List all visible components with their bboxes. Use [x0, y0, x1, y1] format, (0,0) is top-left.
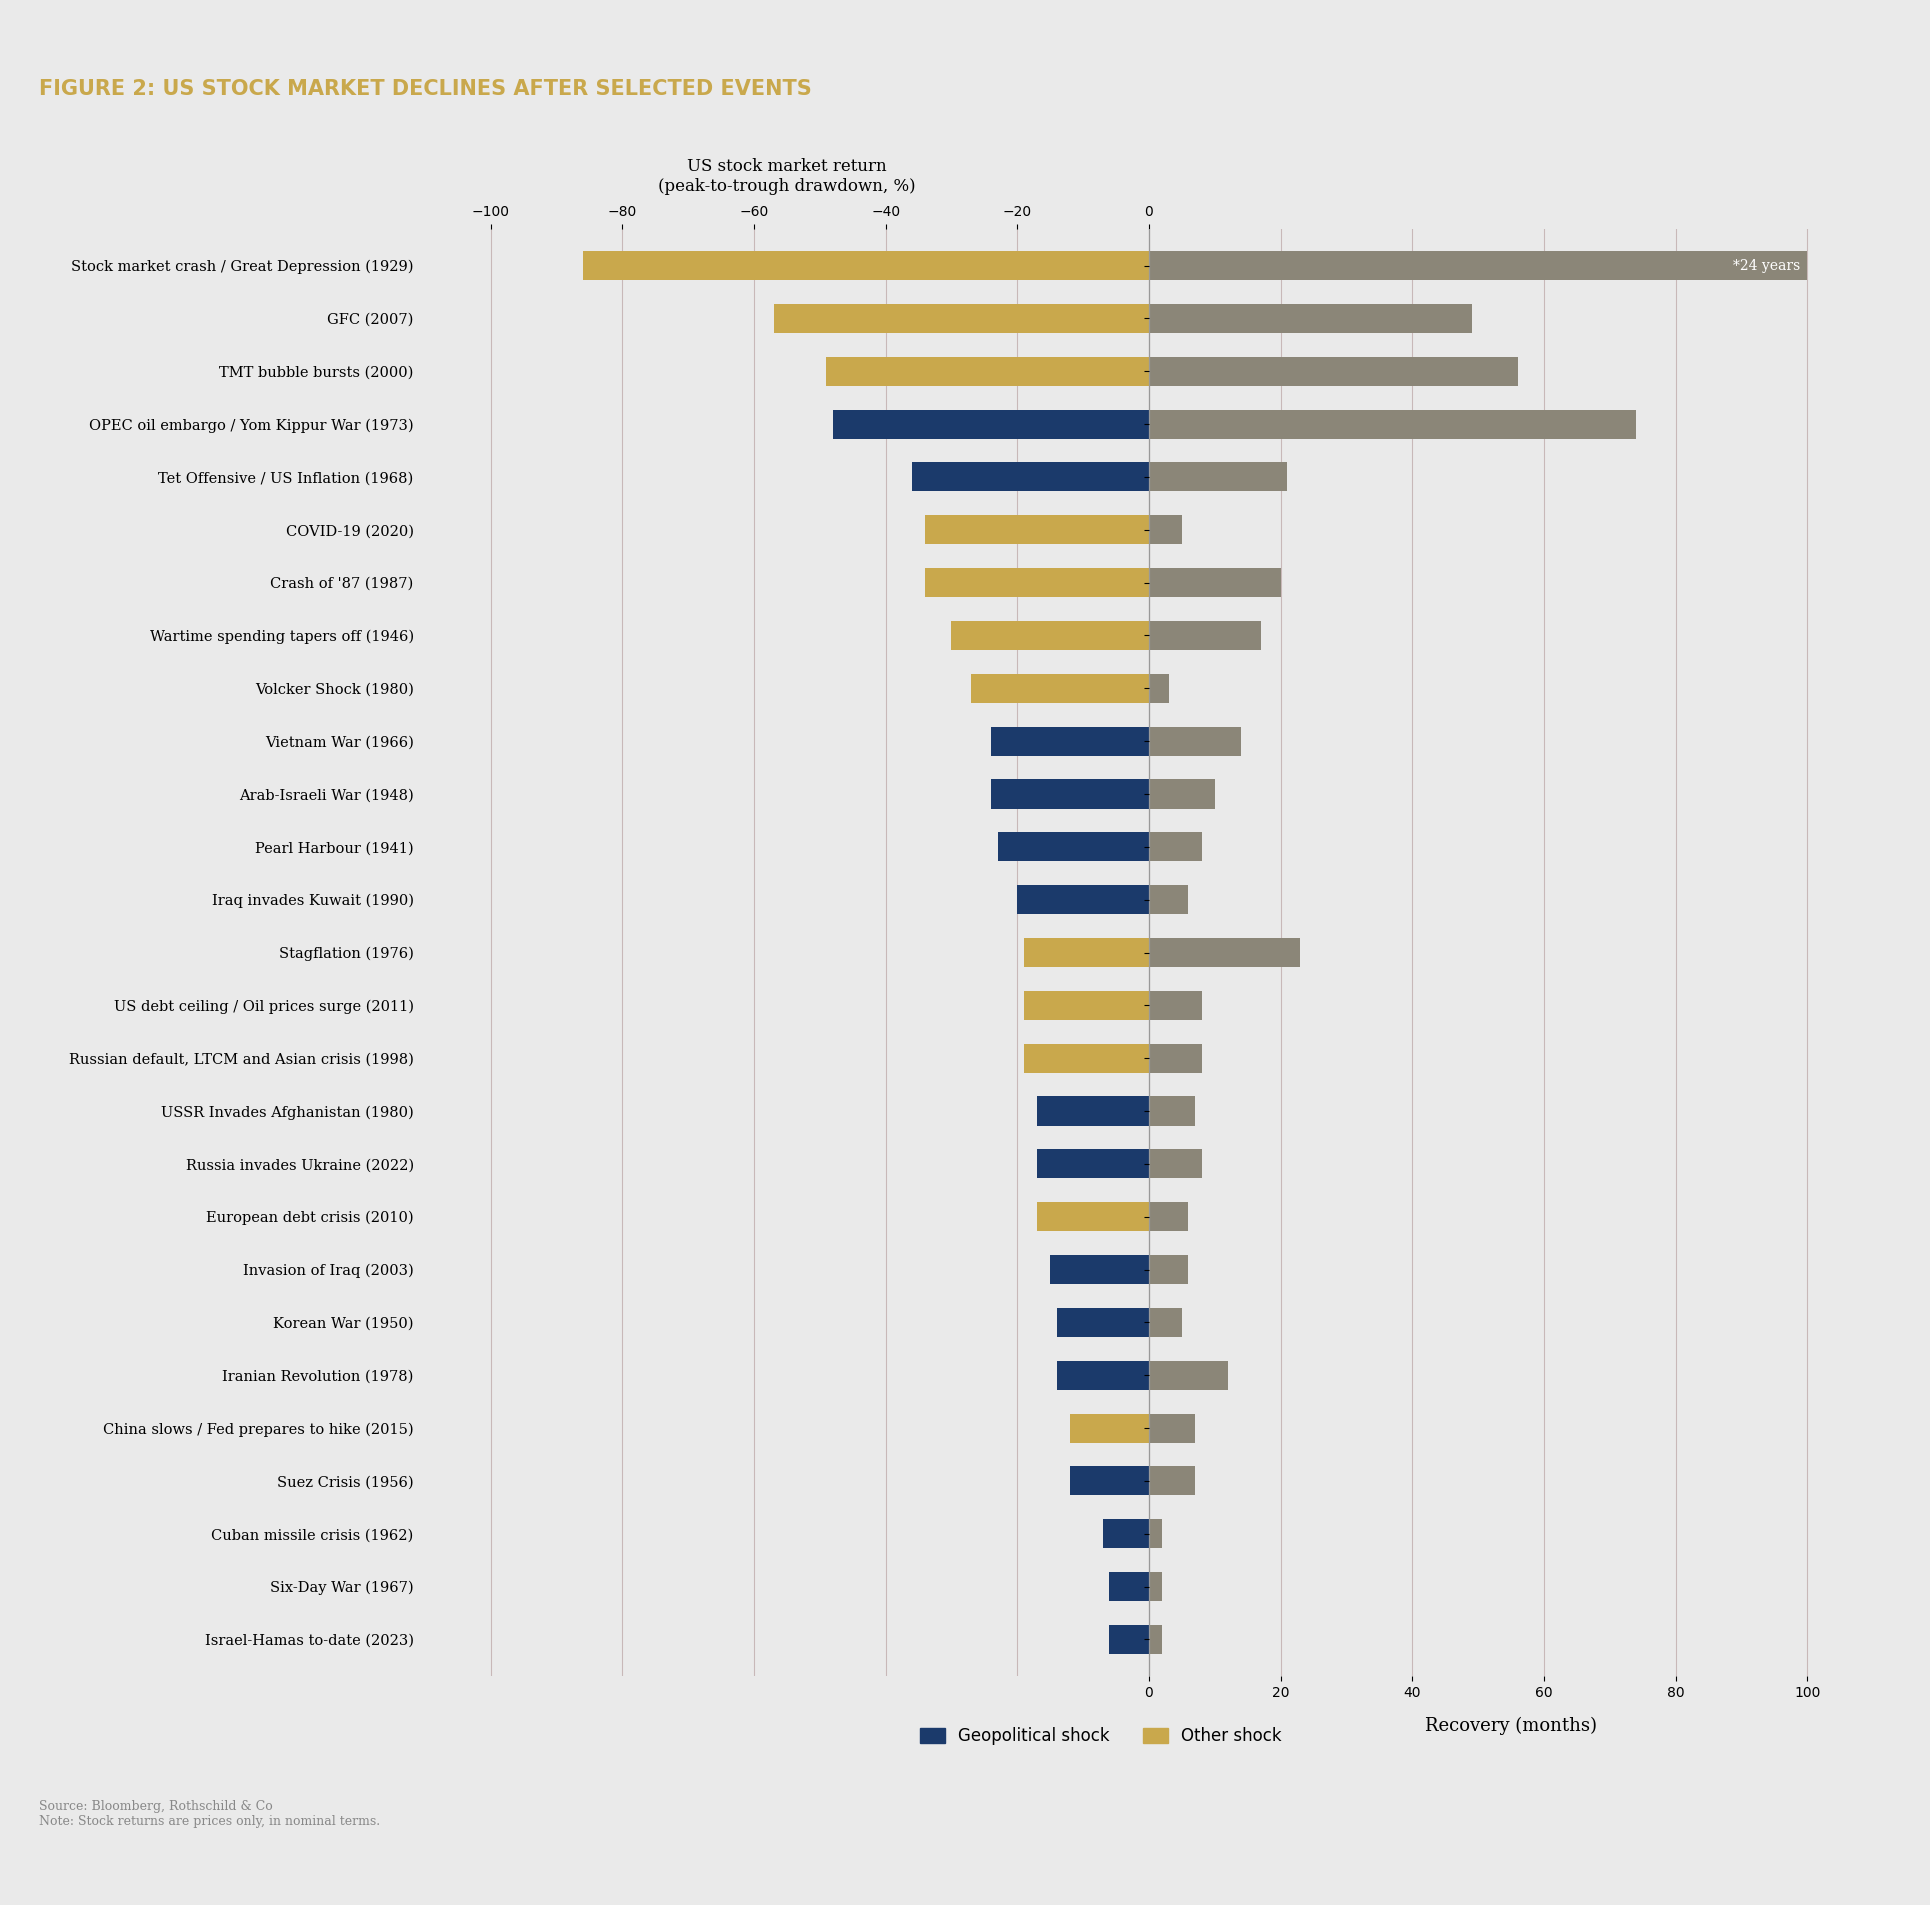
X-axis label: US stock market return
(peak-to-trough drawdown, %): US stock market return (peak-to-trough d… — [658, 158, 915, 194]
Bar — [1017, 886, 1148, 914]
Bar — [1148, 251, 1806, 280]
Bar — [1148, 1202, 1187, 1231]
Bar — [1148, 674, 1168, 703]
Bar — [1102, 1518, 1148, 1549]
Bar — [583, 251, 1148, 280]
Legend: Geopolitical shock, Other shock: Geopolitical shock, Other shock — [911, 1718, 1289, 1755]
Bar — [1036, 1149, 1148, 1179]
Bar — [1110, 1625, 1148, 1654]
Bar — [826, 356, 1148, 387]
Bar — [1148, 410, 1635, 438]
Text: FIGURE 2: US STOCK MARKET DECLINES AFTER SELECTED EVENTS: FIGURE 2: US STOCK MARKET DECLINES AFTER… — [39, 80, 811, 99]
Bar — [1148, 1309, 1181, 1337]
Bar — [990, 779, 1148, 808]
Text: Source: Bloomberg, Rothschild & Co
Note: Stock returns are prices only, in nomin: Source: Bloomberg, Rothschild & Co Note:… — [39, 1800, 380, 1829]
Bar — [1148, 568, 1280, 596]
Bar — [1148, 1518, 1162, 1549]
Bar — [1148, 1625, 1162, 1654]
Bar — [1056, 1309, 1148, 1337]
Bar — [1148, 1097, 1195, 1126]
Bar — [1148, 356, 1517, 387]
Bar — [1148, 1467, 1195, 1495]
Bar — [1148, 779, 1214, 808]
Bar — [924, 514, 1148, 545]
Bar — [1036, 1097, 1148, 1126]
Bar — [1148, 1044, 1200, 1073]
Bar — [1148, 621, 1260, 650]
Bar — [998, 832, 1148, 861]
Bar — [1148, 991, 1200, 1019]
Bar — [1148, 514, 1181, 545]
Bar — [1069, 1467, 1148, 1495]
Bar — [1148, 832, 1200, 861]
Bar — [1023, 937, 1148, 968]
Bar — [1050, 1255, 1148, 1284]
Text: *24 years: *24 years — [1733, 259, 1799, 272]
Bar — [990, 726, 1148, 756]
Bar — [1023, 991, 1148, 1019]
Bar — [1148, 1414, 1195, 1442]
Bar — [1148, 1149, 1200, 1179]
Bar — [1148, 1255, 1187, 1284]
X-axis label: Recovery (months): Recovery (months) — [1424, 1716, 1596, 1735]
Bar — [1148, 1572, 1162, 1600]
Bar — [1056, 1360, 1148, 1391]
Bar — [1148, 305, 1471, 333]
Bar — [832, 410, 1148, 438]
Bar — [1148, 937, 1299, 968]
Bar — [1110, 1572, 1148, 1600]
Bar — [1148, 463, 1287, 491]
Bar — [1148, 886, 1187, 914]
Bar — [971, 674, 1148, 703]
Bar — [1036, 1202, 1148, 1231]
Bar — [924, 568, 1148, 596]
Bar — [1148, 1360, 1227, 1391]
Bar — [1023, 1044, 1148, 1073]
Bar — [951, 621, 1148, 650]
Bar — [911, 463, 1148, 491]
Bar — [1148, 726, 1241, 756]
Bar — [774, 305, 1148, 333]
Bar — [1069, 1414, 1148, 1442]
